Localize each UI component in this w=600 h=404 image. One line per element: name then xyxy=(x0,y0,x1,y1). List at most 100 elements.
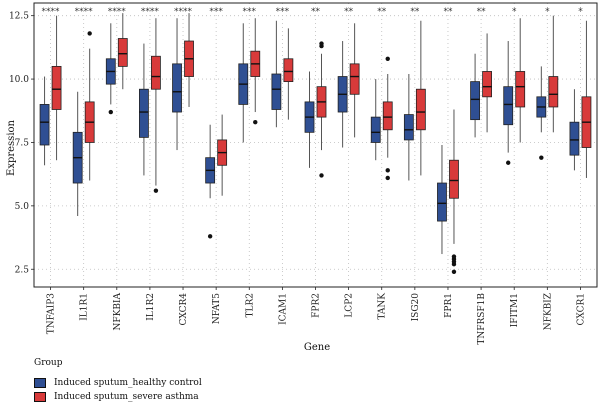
box-group-nfkbia xyxy=(105,13,128,115)
x-tick-label: IL1R2 xyxy=(146,293,156,321)
legend-title: Group xyxy=(34,358,63,368)
outlier-asthma xyxy=(253,119,258,125)
box-group-tank xyxy=(370,56,393,181)
outlier-asthma xyxy=(385,168,390,173)
significance-label: *** xyxy=(209,7,223,17)
outlier-asthma xyxy=(319,41,324,46)
box-group-isg20 xyxy=(403,20,426,181)
x-tick-label: ICAM1 xyxy=(278,293,288,325)
box-healthy xyxy=(403,114,414,141)
outlier-healthy xyxy=(207,234,213,239)
box-healthy xyxy=(503,86,514,126)
significance-label: *** xyxy=(276,7,290,17)
box-healthy xyxy=(39,104,50,146)
significance-label: * xyxy=(545,7,550,17)
y-tick-label: 7.5 xyxy=(15,138,30,148)
x-tick-label: LCP2 xyxy=(345,293,355,318)
significance-label: * xyxy=(512,7,517,17)
box-asthma xyxy=(415,88,426,131)
box-asthma xyxy=(449,159,459,199)
box-group-il1r1 xyxy=(72,31,95,216)
box-healthy xyxy=(139,88,149,138)
box-group-tlr2 xyxy=(238,18,261,143)
box-group-cxcr1 xyxy=(569,20,592,178)
significance-label: **** xyxy=(141,7,160,17)
box-asthma xyxy=(151,55,161,90)
significance-label: ** xyxy=(443,7,453,17)
significance-label: ** xyxy=(311,7,321,17)
outlier-asthma xyxy=(87,31,92,36)
box-group-lcp2 xyxy=(337,23,360,148)
x-tick-label: NFAT5 xyxy=(212,293,222,324)
legend-swatch-healthy xyxy=(34,378,46,388)
significance-label: **** xyxy=(42,7,61,17)
box-group-cxcr4 xyxy=(172,13,194,151)
box-healthy xyxy=(437,182,447,222)
box-group-icam1 xyxy=(271,20,294,128)
y-tick-label: 5.0 xyxy=(15,202,30,212)
box-asthma xyxy=(283,58,294,83)
box-asthma xyxy=(548,76,559,108)
legend-label-asthma: Induced sputum_severe asthma xyxy=(54,392,199,402)
box-asthma xyxy=(51,65,62,110)
box-healthy xyxy=(470,81,480,121)
box-asthma xyxy=(349,63,360,95)
x-tick-label: NFKBIZ xyxy=(543,293,553,330)
x-tick-label: TLR2 xyxy=(245,293,255,317)
box-healthy xyxy=(271,73,282,110)
box-asthma xyxy=(382,101,393,131)
box-group-tnfaip3 xyxy=(39,15,62,166)
legend-swatch-asthma xyxy=(34,392,46,402)
significance-label: ** xyxy=(377,7,387,17)
significance-label: **** xyxy=(75,7,94,17)
significance-label: **** xyxy=(108,7,127,17)
outlier-asthma xyxy=(451,269,457,274)
x-tick-label: NFKBIA xyxy=(113,293,123,331)
box-group-fpr2 xyxy=(304,41,327,178)
outlier-healthy xyxy=(506,160,511,165)
y-tick-label: 10.0 xyxy=(9,75,29,85)
significance-label: ** xyxy=(410,7,420,17)
y-tick-label: 12.5 xyxy=(9,12,29,22)
x-tick-label: TNFAIP3 xyxy=(47,293,57,334)
x-tick-label: CXCR1 xyxy=(576,293,586,326)
significance-label: * xyxy=(578,7,583,17)
significance-label: ** xyxy=(344,7,354,17)
significance-label: ** xyxy=(477,7,487,17)
outlier-healthy xyxy=(539,155,544,160)
outlier-asthma xyxy=(153,188,159,193)
x-tick-label: FPR1 xyxy=(444,293,454,318)
box-group-nfkbiz xyxy=(536,15,559,160)
box-asthma xyxy=(515,71,526,108)
outlier-asthma xyxy=(451,254,457,259)
outlier-healthy xyxy=(108,109,113,115)
box-group-tnfrsf1b xyxy=(470,33,492,138)
box-asthma xyxy=(117,38,128,67)
legend-item-asthma: Induced sputum_severe asthma xyxy=(34,390,202,404)
outlier-asthma xyxy=(385,56,390,61)
box-healthy xyxy=(569,121,580,156)
outlier-asthma xyxy=(319,173,324,178)
box-group-il1r2 xyxy=(139,18,161,193)
box-healthy xyxy=(370,116,381,143)
box-group-nfat5 xyxy=(205,114,228,239)
x-tick-label: TANK xyxy=(378,293,388,320)
box-group-ifitm1 xyxy=(503,18,526,165)
x-axis-title: Gene xyxy=(304,342,330,353)
x-tick-label: CXCR4 xyxy=(179,293,189,326)
box-healthy xyxy=(172,63,182,113)
x-tick-label: TNFRSF1B xyxy=(477,293,487,345)
legend-label-healthy: Induced sputum_healthy control xyxy=(54,378,202,388)
x-tick-label: IFITM1 xyxy=(510,293,520,327)
box-group-fpr1 xyxy=(437,109,459,274)
y-axis-title: Expression xyxy=(6,119,17,176)
legend-item-healthy: Induced sputum_healthy control xyxy=(34,376,202,390)
grid xyxy=(34,3,597,287)
legend: Group Induced sputum_healthy control Ind… xyxy=(34,358,202,404)
x-tick-label: IL1R1 xyxy=(80,293,90,321)
box-asthma xyxy=(482,71,492,98)
significance-label: *** xyxy=(243,7,257,17)
x-tick-label: ISG20 xyxy=(411,293,421,322)
x-tick-label: FPR2 xyxy=(312,293,322,318)
